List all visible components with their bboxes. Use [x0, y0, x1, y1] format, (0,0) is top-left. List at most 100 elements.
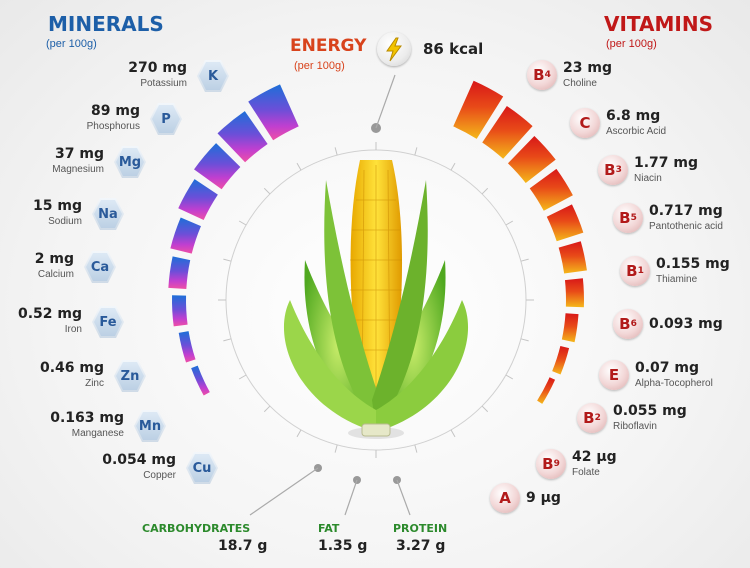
- vitamin-row: B 2 0.055 mg Riboflavin: [577, 403, 750, 437]
- mineral-name: Phosphorus: [86, 121, 140, 132]
- vitamin-row: B 6 0.093 mg: [613, 309, 750, 343]
- vitamin-bar: [564, 278, 584, 308]
- vitamin-row: B 1 0.155 mg Thiamine: [620, 256, 750, 290]
- vitamin-bar: [482, 106, 533, 159]
- mineral-name: Iron: [64, 324, 82, 335]
- mineral-symbol: P: [152, 105, 180, 133]
- element-hexagon-icon: K: [197, 60, 229, 92]
- element-hexagon-icon: P: [150, 103, 182, 135]
- protein-value: 3.27 g: [396, 538, 446, 554]
- vitamin-name: Folate: [572, 467, 600, 478]
- element-hexagon-icon: Fe: [92, 306, 124, 338]
- mineral-symbol: Mn: [136, 412, 164, 440]
- vitamin-bar: [537, 377, 556, 404]
- guide-arc: [218, 142, 534, 458]
- mineral-row: 15 mg Sodium Na: [0, 198, 128, 232]
- vitamin-amount: 6.8 mg: [606, 108, 661, 124]
- fat-label: FAT: [318, 522, 340, 535]
- mineral-amount: 0.163 mg: [50, 410, 124, 426]
- minerals-subtitle: (per 100g): [46, 38, 97, 50]
- vitamin-badge-icon: E: [599, 360, 629, 390]
- vitamin-name: Pantothenic acid: [649, 221, 723, 232]
- mineral-bar: [248, 84, 299, 141]
- element-hexagon-icon: Mg: [114, 146, 146, 178]
- mineral-amount: 15 mg: [33, 198, 82, 214]
- vitamin-amount: 0.055 mg: [613, 403, 687, 419]
- mineral-amount: 89 mg: [91, 103, 140, 119]
- mineral-bar: [178, 331, 196, 363]
- vitamin-row: B 9 42 µg Folate: [536, 449, 750, 483]
- mineral-row: 37 mg Magnesium Mg: [0, 146, 150, 180]
- vitamin-amount: 0.155 mg: [656, 256, 730, 272]
- vitamin-letter: B: [619, 315, 631, 333]
- mineral-symbol: Mg: [116, 148, 144, 176]
- vitamin-name: Riboflavin: [613, 421, 657, 432]
- vitamin-bar: [453, 80, 504, 139]
- mineral-bar: [172, 295, 188, 327]
- element-hexagon-icon: Mn: [134, 410, 166, 442]
- vitamin-badge-icon: A: [490, 483, 520, 513]
- vitamin-letter: B: [619, 209, 631, 227]
- mineral-row: 89 mg Phosphorus P: [0, 103, 186, 137]
- vitamin-index: 1: [637, 266, 644, 276]
- mineral-symbol: Cu: [188, 454, 216, 482]
- mineral-symbol: Fe: [94, 308, 122, 336]
- mineral-bars: [168, 84, 299, 396]
- mineral-row: 0.46 mg Zinc Zn: [0, 360, 150, 394]
- vitamin-amount: 1.77 mg: [634, 155, 699, 171]
- mineral-bar: [217, 111, 268, 163]
- vitamin-amount: 9 µg: [526, 490, 561, 506]
- vitamin-bar: [558, 241, 587, 274]
- element-hexagon-icon: Na: [92, 198, 124, 230]
- vitamin-badge-icon: C: [570, 108, 600, 138]
- mineral-bar: [170, 217, 201, 254]
- mineral-bar: [194, 143, 241, 190]
- vitamin-row: C 6.8 mg Ascorbic Acid: [570, 108, 750, 142]
- vitamin-bar: [546, 204, 584, 242]
- mineral-symbol: K: [199, 62, 227, 90]
- energy-subtitle: (per 100g): [294, 60, 345, 72]
- mineral-amount: 270 mg: [128, 60, 187, 76]
- vitamin-row: E 0.07 mg Alpha-Tocopherol: [599, 360, 750, 394]
- carbohydrates-label: CARBOHYDRATES: [142, 522, 251, 535]
- mineral-name: Sodium: [48, 216, 82, 227]
- vitamin-name: Alpha-Tocopherol: [635, 378, 713, 389]
- carbohydrates-value: 18.7 g: [218, 538, 268, 554]
- vitamin-amount: 0.093 mg: [649, 316, 723, 332]
- vitamin-amount: 0.717 mg: [649, 203, 723, 219]
- element-hexagon-icon: Cu: [186, 452, 218, 484]
- fat-value: 1.35 g: [318, 538, 368, 554]
- vitamin-row: B 3 1.77 mg Niacin: [598, 155, 750, 189]
- mineral-amount: 0.054 mg: [102, 452, 176, 468]
- vitamin-letter: B: [542, 455, 554, 473]
- vitamin-name: Thiamine: [656, 274, 698, 285]
- vitamin-amount: 23 mg: [563, 60, 612, 76]
- vitamin-amount: 0.07 mg: [635, 360, 700, 376]
- vitamin-name: Niacin: [634, 173, 662, 184]
- corn-cob-icon: [283, 160, 469, 439]
- mineral-name: Manganese: [71, 428, 124, 439]
- mineral-amount: 37 mg: [55, 146, 104, 162]
- vitamin-bar: [529, 168, 573, 211]
- vitamin-bar: [561, 313, 579, 343]
- vitamin-letter: B: [583, 409, 595, 427]
- mineral-bar: [178, 179, 218, 221]
- lightning-bolt-icon: [377, 32, 411, 66]
- vitamin-bars: [453, 80, 587, 404]
- mineral-bar: [168, 256, 191, 289]
- vitamin-row: B 4 23 mg Choline: [527, 60, 750, 94]
- energy-value: 86 kcal: [423, 40, 484, 58]
- vitamin-index: 9: [553, 459, 560, 469]
- mineral-row: 0.163 mg Manganese Mn: [0, 410, 170, 444]
- vitamin-index: 5: [630, 213, 637, 223]
- mineral-row: 2 mg Calcium Ca: [0, 251, 120, 285]
- protein-label: PROTEIN: [393, 522, 448, 535]
- vitamin-letter: B: [626, 262, 638, 280]
- vitamin-bar: [552, 345, 570, 375]
